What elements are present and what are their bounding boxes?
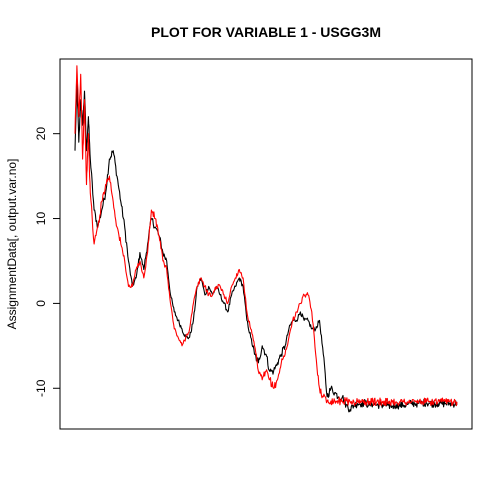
y-tick-label: 0 xyxy=(34,300,48,307)
y-axis-label: AssignmentData[, output.var.no] xyxy=(5,159,19,330)
series-line-1 xyxy=(74,82,458,413)
y-tick-label: 20 xyxy=(34,127,48,141)
y-axis: -10 0 10 20 xyxy=(34,127,60,397)
y-tick-label: 10 xyxy=(34,212,48,226)
series-layer xyxy=(74,65,458,413)
series-line-2 xyxy=(74,65,458,407)
plot-frame xyxy=(59,58,473,430)
chart-title: PLOT FOR VARIABLE 1 - USGG3M xyxy=(151,24,381,40)
y-tick-label: -10 xyxy=(34,379,48,397)
